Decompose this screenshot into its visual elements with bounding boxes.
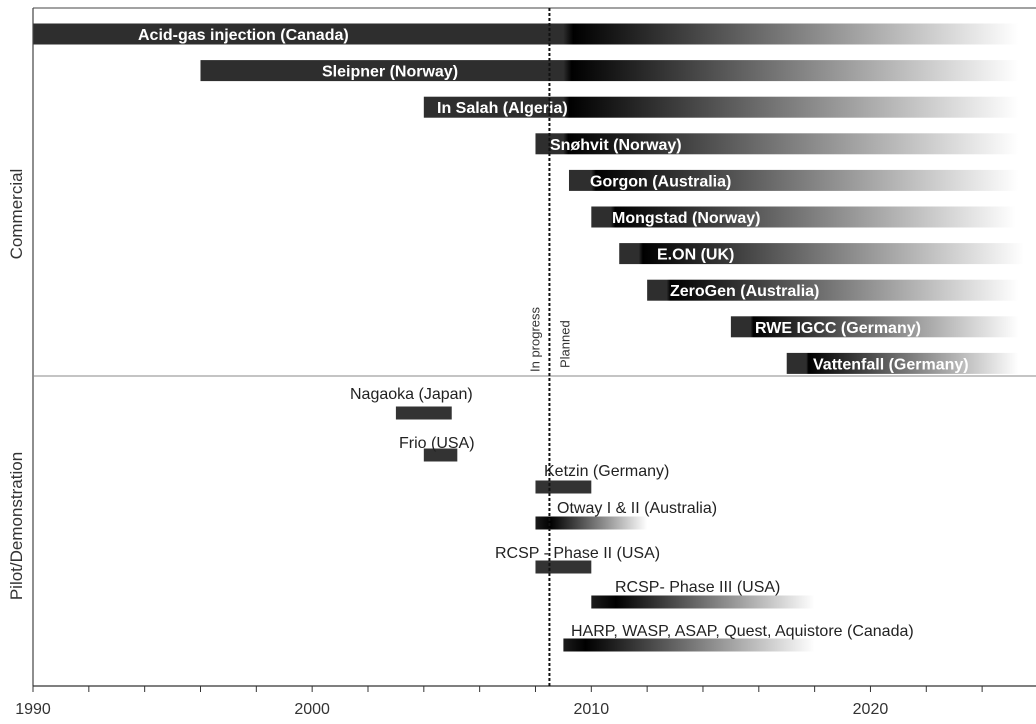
project-bar-sn-hvit-norway — [535, 133, 1019, 155]
group-label-commercial: Commercial — [7, 169, 26, 260]
x-tick-label-1990: 1990 — [15, 701, 51, 718]
project-label-sn-hvit-norway: Snøhvit (Norway) — [550, 137, 682, 154]
plot-frame — [32, 7, 1036, 686]
project-label-harp-wasp-asap-quest-aquistore-canada: HARP, WASP, ASAP, Quest, Aquistore (Cana… — [571, 623, 914, 640]
project-label-nagaoka-japan: Nagaoka (Japan) — [350, 386, 473, 403]
project-bar-vattenfall-germany — [786, 352, 1019, 374]
project-label-ketzin-germany: Ketzin (Germany) — [544, 463, 669, 480]
project-bar-zerogen-australia — [647, 279, 1019, 301]
planned-label: Planned — [557, 320, 572, 368]
project-label-frio-usa: Frio (USA) — [399, 435, 475, 452]
group-labels: Commercial Pilot/Demonstration — [7, 169, 26, 601]
project-bar-rcsp-phase-iii-usa — [591, 595, 815, 609]
project-bar-nagaoka-japan — [395, 406, 452, 420]
project-bar-mongstad-norway — [591, 206, 1016, 228]
x-tick-label-2010: 2010 — [574, 701, 610, 718]
x-tick-label-2000: 2000 — [294, 701, 330, 718]
project-label-mongstad-norway: Mongstad (Norway) — [612, 210, 760, 227]
status-divider: In progress Planned — [527, 8, 572, 686]
project-label-rcsp-phase-ii-usa: RCSP - Phase II (USA) — [495, 545, 660, 562]
project-bar-harp-wasp-asap-quest-aquistore-canada — [563, 638, 815, 652]
group-label-pilot: Pilot/Demonstration — [7, 452, 26, 600]
project-bar-acid-gas-injection-canada — [33, 23, 1019, 45]
project-label-sleipner-norway: Sleipner (Norway) — [322, 64, 458, 81]
project-label-e-on-uk: E.ON (UK) — [657, 247, 734, 264]
project-label-otway-i-ii-australia: Otway I & II (Australia) — [557, 500, 717, 517]
project-bar-otway-i-ii-australia — [535, 516, 648, 530]
project-bar-in-salah-algeria — [423, 96, 1019, 118]
project-bars — [33, 23, 1024, 652]
project-label-in-salah-algeria: In Salah (Algeria) — [437, 100, 568, 117]
project-bar-sleipner-norway — [200, 60, 1019, 82]
project-bar-ketzin-germany — [535, 480, 592, 494]
x-axis: 1990 2000 2010 2020 — [15, 685, 1036, 718]
project-bar-rcsp-phase-ii-usa — [535, 560, 592, 574]
in-progress-label: In progress — [527, 306, 542, 372]
project-labels: Acid-gas injection (Canada) Sleipner (Nor… — [138, 27, 969, 640]
project-bar-rwe-igcc-germany — [730, 316, 1019, 338]
project-label-vattenfall-germany: Vattenfall (Germany) — [813, 356, 969, 373]
project-bar-e-on-uk — [619, 243, 1024, 265]
project-label-rcsp-phase-iii-usa: RCSP- Phase III (USA) — [615, 579, 780, 596]
project-bar-gorgon-australia — [568, 169, 1019, 191]
project-label-acid-gas-injection-canada: Acid-gas injection (Canada) — [138, 27, 349, 44]
project-label-zerogen-australia: ZeroGen (Australia) — [670, 283, 819, 300]
project-label-gorgon-australia: Gorgon (Australia) — [590, 173, 731, 190]
x-tick-label-2020: 2020 — [853, 701, 889, 718]
project-bar-frio-usa — [423, 448, 458, 462]
project-label-rwe-igcc-germany: RWE IGCC (Germany) — [755, 320, 921, 337]
